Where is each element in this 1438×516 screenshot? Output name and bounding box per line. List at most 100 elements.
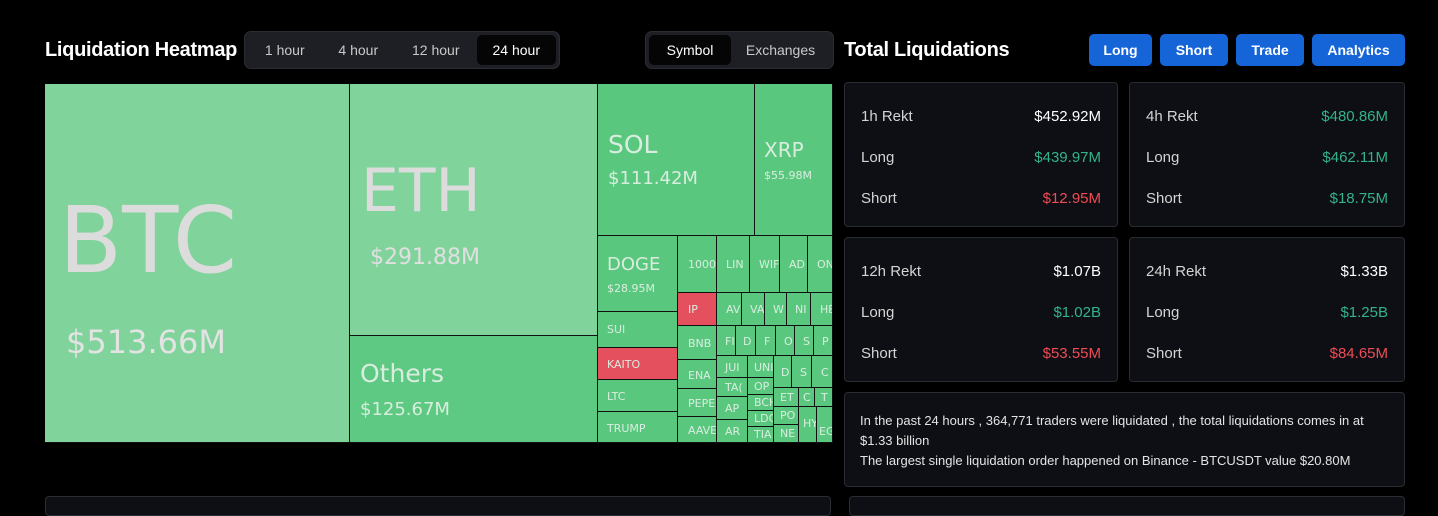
tile-sui-name: SUI xyxy=(607,323,626,336)
tab-4-hour[interactable]: 4 hour xyxy=(338,42,379,58)
tab-24-hour[interactable]: 24 hour xyxy=(476,35,556,65)
tab-1-hour[interactable]: 1 hour xyxy=(264,42,305,58)
tile-ena-name: ENA xyxy=(688,369,711,382)
tile-wif-name: WIF xyxy=(759,258,780,271)
tile-f1[interactable]: FI xyxy=(717,326,736,356)
tile-ar[interactable]: AR xyxy=(717,420,748,443)
tile-f-name: F xyxy=(764,335,771,348)
tile-ap[interactable]: AP xyxy=(717,397,748,420)
short-button[interactable]: Short xyxy=(1160,34,1228,66)
tile-1000-name: 1000 xyxy=(688,258,716,271)
tile-n[interactable]: NI xyxy=(787,293,811,326)
tile-va[interactable]: VA xyxy=(742,293,765,326)
tile-t-name: T xyxy=(821,391,828,404)
tile-uni[interactable]: UNI xyxy=(748,356,774,378)
tile-c2[interactable]: C xyxy=(799,388,815,407)
tile-c-name: C xyxy=(821,366,829,379)
tile-aave[interactable]: AAVE xyxy=(678,417,717,443)
tile-1000[interactable]: 1000 xyxy=(678,236,717,293)
tile-va-name: VA xyxy=(750,303,765,316)
tile-kaito[interactable]: KAITO xyxy=(598,348,678,380)
tab-exchanges[interactable]: Exchanges xyxy=(745,42,816,58)
tile-c[interactable]: C xyxy=(812,356,833,388)
tile-o-name: O xyxy=(784,335,793,348)
tile-pepe[interactable]: PEPE xyxy=(678,389,717,417)
tile-avax[interactable]: AV xyxy=(717,293,742,326)
tile-ada[interactable]: AD xyxy=(780,236,808,293)
tile-p[interactable]: P xyxy=(814,326,833,356)
trade-button[interactable]: Trade xyxy=(1236,34,1304,66)
tile-t[interactable]: T xyxy=(815,388,833,407)
tile-btc[interactable]: BTC $513.66M xyxy=(45,84,350,443)
tile-hy-name: HY xyxy=(803,417,817,430)
tile-d[interactable]: D xyxy=(736,326,756,356)
tile-d2-name: D xyxy=(781,366,790,379)
long-label: Long xyxy=(1146,304,1180,321)
tile-wif[interactable]: WIF xyxy=(750,236,780,293)
tile-kaito-name: KAITO xyxy=(607,358,641,371)
tile-o[interactable]: O xyxy=(776,326,795,356)
tile-jup[interactable]: JUI xyxy=(717,356,748,378)
tile-others[interactable]: Others $125.67M xyxy=(350,336,598,443)
tile-s[interactable]: S xyxy=(795,326,814,356)
long-label: Long xyxy=(1146,149,1180,166)
tile-ltc[interactable]: LTC xyxy=(598,380,678,412)
tile-hy[interactable]: HY xyxy=(799,407,817,443)
tile-he[interactable]: HE xyxy=(811,293,833,326)
tile-eth-value: $291.88M xyxy=(370,245,480,270)
tile-op[interactable]: OP xyxy=(748,378,774,395)
short-value: $84.65M xyxy=(1329,345,1388,362)
long-value: $1.02B xyxy=(1053,304,1101,321)
tile-f[interactable]: F xyxy=(756,326,776,356)
tile-ondo[interactable]: ON xyxy=(808,236,833,293)
tile-ip[interactable]: IP xyxy=(678,293,717,326)
tile-eth-name: ETH xyxy=(361,156,481,226)
summary-line-2: The largest single liquidation order hap… xyxy=(860,453,1351,468)
tile-bch[interactable]: BCH xyxy=(748,395,774,411)
short-label: Short xyxy=(861,345,897,362)
tile-sui[interactable]: SUI xyxy=(598,312,678,348)
tile-eg[interactable]: EG xyxy=(817,407,833,443)
tile-xrp[interactable]: XRP $55.98M xyxy=(755,84,833,236)
tile-ltc-name: LTC xyxy=(607,390,626,403)
analytics-button[interactable]: Analytics xyxy=(1312,34,1405,66)
tile-doge-value: $28.95M xyxy=(607,282,655,295)
long-value: $462.11M xyxy=(1322,149,1388,166)
panel-total: $452.92M xyxy=(1034,108,1101,125)
tile-eth[interactable]: ETH $291.88M xyxy=(350,84,598,336)
tab-symbol[interactable]: Symbol xyxy=(649,35,731,65)
tile-bnb[interactable]: BNB xyxy=(678,326,717,360)
long-button[interactable]: Long xyxy=(1089,34,1152,66)
tile-doge[interactable]: DOGE $28.95M xyxy=(598,236,678,312)
tile-et-name: ET xyxy=(780,391,794,404)
tile-ldo[interactable]: LDC xyxy=(748,411,774,427)
tile-w[interactable]: W xyxy=(765,293,787,326)
tile-n-name: NI xyxy=(795,303,807,316)
panel-label: 12h Rekt xyxy=(861,263,922,280)
tile-s2[interactable]: S xyxy=(792,356,812,388)
tile-po[interactable]: PO xyxy=(774,407,799,425)
panel-label: 4h Rekt xyxy=(1146,108,1198,125)
tile-doge-name: DOGE xyxy=(607,254,661,275)
tile-tia-name: TIA xyxy=(754,428,772,441)
tile-trump[interactable]: TRUMP xyxy=(598,412,678,443)
tile-sol[interactable]: SOL $111.42M xyxy=(598,84,755,236)
tile-tao[interactable]: TA( xyxy=(717,378,748,397)
tile-others-name: Others xyxy=(360,359,445,388)
tile-et[interactable]: ET xyxy=(774,388,799,407)
panel-label: 24h Rekt xyxy=(1146,263,1207,280)
tile-c2-name: C xyxy=(803,391,811,404)
tile-s2-name: S xyxy=(800,366,807,379)
tile-ar-name: AR xyxy=(725,425,741,438)
tab-12-hour[interactable]: 12 hour xyxy=(412,42,460,58)
tile-d2[interactable]: D xyxy=(774,356,792,388)
tile-ne[interactable]: NE xyxy=(774,425,799,443)
tile-tia[interactable]: TIA xyxy=(748,427,774,443)
panel-total: $1.07B xyxy=(1053,263,1101,280)
tile-ena[interactable]: ENA xyxy=(678,360,717,389)
tile-f1-name: FI xyxy=(725,335,735,348)
tile-xrp-name: XRP xyxy=(764,138,804,162)
tile-link[interactable]: LIN xyxy=(717,236,750,293)
short-value: $12.95M xyxy=(1042,190,1101,207)
tile-sol-name: SOL xyxy=(608,130,658,159)
